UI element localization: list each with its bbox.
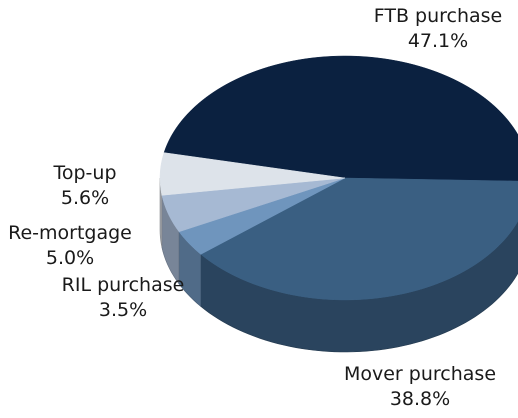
slice [200,177,518,301]
slice-value-label: 47.1% [408,30,468,52]
slice [159,152,346,196]
slice-value-label: 5.6% [61,187,109,209]
slice [163,55,518,182]
slice-value-label: 3.5% [99,299,147,321]
slice-label: Re-mortgage [8,222,132,244]
slice-label: FTB purchase [374,5,503,27]
slice [178,177,346,255]
slice-value-label: 38.8% [390,388,450,410]
slice-value-label: 5.0% [46,247,94,269]
slice-label: Mover purchase [344,363,496,385]
slice-label: RIL purchase [62,274,185,296]
slice-label: Top-up [52,162,116,184]
slice [161,177,346,233]
